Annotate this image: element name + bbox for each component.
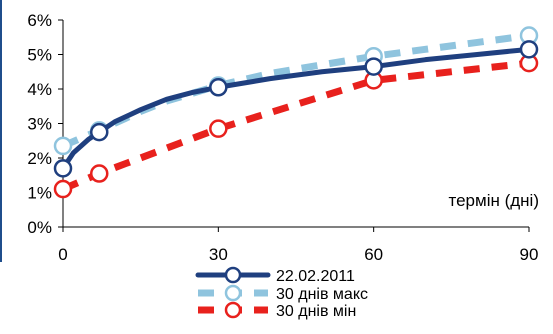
series-layer	[53, 26, 539, 199]
data-point-marker	[209, 119, 228, 138]
x-tick-label: 30	[209, 245, 228, 264]
legend-marker	[224, 266, 242, 284]
y-tick-label: 2%	[27, 149, 52, 168]
data-point-marker	[364, 57, 383, 76]
data-point-marker	[53, 136, 73, 156]
series-line	[61, 59, 530, 193]
axes: 0% 1% 2% 3% 4% 5% 6% 0 30 60 90	[27, 11, 538, 264]
y-tick-label: 5%	[27, 46, 52, 65]
x-axis-label: термін (дні)	[449, 191, 540, 210]
y-tick-label: 0%	[27, 218, 52, 237]
x-tick-label: 60	[364, 245, 383, 264]
left-border-accent	[0, 0, 2, 262]
legend-label: 30 днів макс	[276, 286, 368, 303]
data-point-marker	[89, 164, 109, 183]
y-tick-label: 1%	[27, 184, 52, 203]
legend-marker	[224, 284, 242, 302]
series-line	[60, 46, 532, 171]
legend-label: 22.02.2011	[276, 268, 355, 285]
legend-label: 30 днів мін	[276, 303, 356, 320]
y-tick-label: 6%	[27, 11, 52, 30]
x-tick-label: 90	[520, 245, 539, 264]
x-tick-label: 0	[58, 245, 67, 264]
data-point-marker	[89, 122, 109, 142]
data-point-marker	[209, 78, 228, 97]
legend-marker	[224, 301, 242, 319]
data-point-marker	[53, 179, 73, 199]
data-point-marker	[519, 40, 539, 59]
y-tick-label: 3%	[27, 115, 52, 134]
data-point-marker	[53, 159, 73, 178]
y-tick-label: 4%	[27, 80, 52, 99]
series-line	[61, 32, 530, 150]
